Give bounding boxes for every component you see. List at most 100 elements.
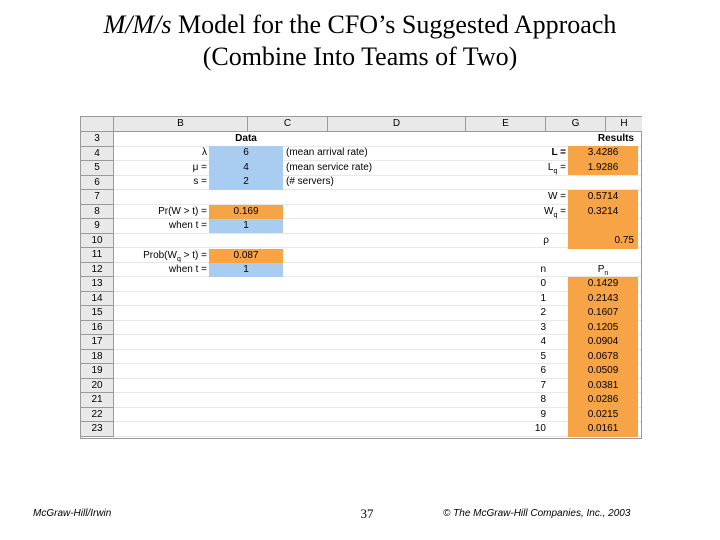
row-header[interactable]: 4 xyxy=(81,146,114,161)
col-header-g[interactable]: G xyxy=(546,117,606,132)
title-text: Model for the CFO’s Suggested Approach xyxy=(171,10,617,39)
prob-w-value[interactable]: 0.169 xyxy=(209,205,283,219)
mu-desc: (mean service rate) xyxy=(286,162,373,173)
pn-n-cell: 5 xyxy=(540,350,546,362)
w-value: 0.5714 xyxy=(587,191,619,202)
row-header[interactable]: 17 xyxy=(81,335,114,350)
l-value: 3.4286 xyxy=(587,147,619,158)
row-header[interactable]: 23 xyxy=(81,422,114,437)
pn-value-cell: 0.0286 xyxy=(587,394,619,405)
lambda-label: λ xyxy=(202,147,207,158)
prob-w-label: Pr(W > t) = xyxy=(158,206,207,217)
servers-label: s = xyxy=(193,176,207,187)
col-header-h[interactable]: H xyxy=(606,117,642,132)
servers-value[interactable]: 2 xyxy=(243,176,249,187)
pn-value-cell: 0.0381 xyxy=(587,379,619,391)
row-gridline xyxy=(114,176,641,190)
w-label: W = xyxy=(547,191,566,202)
pn-value-cell: 0.1429 xyxy=(587,278,619,289)
lq-value: 1.9286 xyxy=(587,162,619,173)
row-header[interactable]: 21 xyxy=(81,393,114,408)
row-header[interactable]: 15 xyxy=(81,306,114,321)
row-header[interactable]: 8 xyxy=(81,204,114,219)
row-header[interactable]: 7 xyxy=(81,190,114,205)
results-header: Results xyxy=(597,133,634,144)
pn-value-cell: 0.1607 xyxy=(587,307,619,318)
data-header: Data xyxy=(235,133,257,144)
row-gridline xyxy=(114,422,641,437)
slide-subtitle: (Combine Into Teams of Two) xyxy=(202,42,518,71)
col-header-e[interactable]: E xyxy=(466,117,546,132)
row-header[interactable]: 3 xyxy=(81,132,114,147)
row-header[interactable]: 10 xyxy=(81,233,114,248)
row-header[interactable]: 5 xyxy=(81,161,114,176)
lambda-value[interactable]: 6 xyxy=(243,147,249,158)
row-gridline xyxy=(114,190,641,205)
row-header[interactable]: 18 xyxy=(81,349,114,364)
mu-value[interactable]: 4 xyxy=(243,162,249,173)
pn-n-cell: 8 xyxy=(540,394,546,405)
row-gridline xyxy=(114,263,641,277)
row-gridline xyxy=(114,408,641,422)
pn-value-cell: 0.1205 xyxy=(587,321,619,333)
row-header[interactable]: 11 xyxy=(81,248,114,263)
pn-n-cell: 6 xyxy=(540,365,546,376)
row-gridline xyxy=(114,219,641,234)
col-header-c[interactable]: C xyxy=(248,117,328,132)
row-header[interactable]: 13 xyxy=(81,277,114,292)
col-header-d[interactable]: D xyxy=(328,117,466,132)
pn-n-cell: 0 xyxy=(540,278,546,289)
pn-values-bg xyxy=(568,277,638,437)
row-gridline xyxy=(114,321,641,335)
row-gridline xyxy=(114,161,641,176)
row-gridline xyxy=(114,147,641,161)
row-gridline xyxy=(114,277,641,292)
pn-n-cell: 4 xyxy=(540,336,546,347)
lq-label: Lq = xyxy=(547,162,566,175)
row-header[interactable]: 19 xyxy=(81,364,114,379)
row-header[interactable]: 16 xyxy=(81,320,114,335)
lambda-desc: (mean arrival rate) xyxy=(286,147,368,158)
rho-label: ρ xyxy=(543,235,549,246)
servers-desc: (# servers) xyxy=(286,176,334,187)
prob-wq-label: Prob(Wq > t) = xyxy=(143,250,207,263)
page-number: 37 xyxy=(360,506,374,521)
pn-value-cell: 0.0678 xyxy=(587,350,619,362)
prob-wq-t-value[interactable]: 1 xyxy=(209,263,283,277)
results-lq-bg xyxy=(568,146,638,175)
row-gridline xyxy=(114,205,641,219)
results-rho-bg xyxy=(568,234,638,249)
row-header[interactable]: 12 xyxy=(81,262,114,277)
col-header-b[interactable]: B xyxy=(114,117,248,132)
pn-n-cell: 10 xyxy=(534,423,546,434)
prob-w-t-value[interactable]: 1 xyxy=(209,219,283,233)
results-w-bg xyxy=(568,190,638,234)
row-header[interactable]: 6 xyxy=(81,175,114,190)
spreadsheet: B C D E G H 3 4 5 6 7 8 9 10 11 12 13 14 15 16 17 18 19 2… xyxy=(80,116,642,439)
row-gridline xyxy=(114,306,641,321)
wq-value: 0.3214 xyxy=(587,206,619,217)
row-gridline xyxy=(114,393,641,408)
wq-label: Wq = xyxy=(544,206,566,219)
row-gridline xyxy=(114,364,641,379)
input-block-bg xyxy=(209,146,283,190)
row-gridline xyxy=(114,335,641,350)
row-gridline xyxy=(114,379,641,393)
row-gridline xyxy=(114,248,641,263)
pn-value-cell: 0.2143 xyxy=(587,292,619,304)
slide-title: M/M/s Model for the CFO’s Suggested Appr… xyxy=(0,10,720,40)
row-header[interactable]: 9 xyxy=(81,219,114,234)
row-header[interactable]: 20 xyxy=(81,378,114,393)
row-header[interactable]: 14 xyxy=(81,291,114,306)
prob-wq-value[interactable]: 0.087 xyxy=(209,249,283,263)
footer-publisher: McGraw-Hill/Irwin xyxy=(33,508,112,519)
pn-n-cell: 7 xyxy=(540,379,546,391)
pn-value-cell: 0.0509 xyxy=(587,365,619,376)
prob-w-t-label: when t = xyxy=(168,220,207,231)
l-label: L = xyxy=(551,147,566,158)
row-header[interactable]: 22 xyxy=(81,407,114,422)
pn-header: Pn xyxy=(597,264,609,277)
rho-value: 0.75 xyxy=(614,235,634,246)
title-model: M/M/s xyxy=(103,10,172,39)
n-header: n xyxy=(540,264,546,275)
